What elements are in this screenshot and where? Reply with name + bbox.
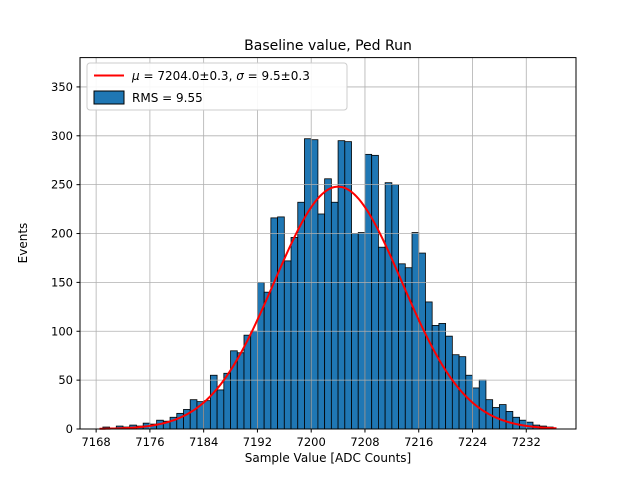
histogram-bar <box>243 334 252 430</box>
histogram-bar <box>223 372 231 430</box>
y-tick-label: 50 <box>58 373 73 387</box>
axes-frame <box>79 57 577 430</box>
histogram-bar <box>425 301 433 430</box>
y-tick-label: 200 <box>51 227 73 241</box>
histogram-bar <box>431 324 440 430</box>
x-tick-label: 7176 <box>135 435 164 449</box>
histogram-bar <box>505 411 514 430</box>
x-tick-label: 7216 <box>404 435 433 449</box>
gaussian-fit-line <box>99 185 557 430</box>
histogram-bar <box>445 335 453 430</box>
x-axis-label: Sample Value [ADC Counts] <box>245 451 411 465</box>
histogram-bar <box>209 374 218 430</box>
histogram-bar <box>498 404 507 430</box>
chart-title: Baseline value, Ped Run <box>244 38 412 54</box>
y-tick-label: 0 <box>66 422 73 436</box>
x-tick-label: 7232 <box>512 435 541 449</box>
y-tick-label: 300 <box>51 129 73 143</box>
histogram-bar <box>189 399 198 430</box>
histogram-bar <box>391 184 399 430</box>
y-tick-label: 350 <box>51 80 73 94</box>
tick-marks-and-labels: 7168 7176 7184 7192 7200 7208 7216 7224 7232 0 50 1… <box>51 80 541 449</box>
histogram-bar <box>310 139 319 430</box>
histogram-bar <box>330 201 339 430</box>
histogram-bar <box>451 354 460 430</box>
histogram-bar <box>263 291 272 430</box>
histogram-bar <box>324 178 332 430</box>
histogram-bar <box>216 389 225 430</box>
legend-fit-label: μ = 7204.0±0.3, σ = 9.5±0.3 <box>131 69 310 83</box>
histogram-bar <box>418 252 426 430</box>
x-tick-label: 7192 <box>243 435 272 449</box>
y-axis-label: Events <box>16 223 30 264</box>
histogram-bar <box>378 246 386 430</box>
legend-box <box>86 62 348 111</box>
y-tick-label: 250 <box>51 178 73 192</box>
legend-histogram-label: RMS = 9.55 <box>132 91 203 105</box>
histogram-bar <box>277 216 285 430</box>
histogram-bar <box>371 154 379 430</box>
histogram-bar <box>257 281 265 430</box>
histogram-bar <box>304 138 312 430</box>
histogram-bar <box>438 323 447 430</box>
histogram-bar <box>283 260 292 430</box>
x-tick-label: 7224 <box>458 435 487 449</box>
legend-histogram-patch-sample <box>93 90 125 105</box>
y-tick-label: 150 <box>51 275 73 289</box>
histogram-bar <box>384 182 393 430</box>
histogram-bar <box>203 400 211 430</box>
histogram-bar <box>317 213 326 430</box>
histogram-bar <box>478 379 487 430</box>
histogram-bar <box>337 140 346 430</box>
histogram-bar <box>472 387 480 430</box>
histogram-bar <box>364 153 373 430</box>
y-tick-label: 100 <box>51 324 73 338</box>
x-tick-label: 7184 <box>189 435 218 449</box>
histogram-bar <box>357 232 366 430</box>
x-tick-label: 7208 <box>350 435 379 449</box>
histogram-bar <box>297 201 305 430</box>
histogram-bar <box>236 352 245 430</box>
grid-lines <box>80 57 576 430</box>
legend: μ = 7204.0±0.3, σ = 9.5±0.3 RMS = 9.55 <box>86 62 348 111</box>
x-tick-label: 7168 <box>81 435 110 449</box>
histogram-bar <box>290 237 299 430</box>
histogram-bar <box>270 217 278 430</box>
x-tick-label: 7200 <box>297 435 326 449</box>
histogram-bar <box>411 232 420 430</box>
